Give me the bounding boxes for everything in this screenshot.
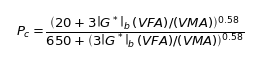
- Text: $P_c = \dfrac{\left(20+3\left|G^*\right|_b\,(VFA)/(VMA)\right)^{0.58}}{650+\left: $P_c = \dfrac{\left(20+3\left|G^*\right|…: [16, 15, 244, 51]
